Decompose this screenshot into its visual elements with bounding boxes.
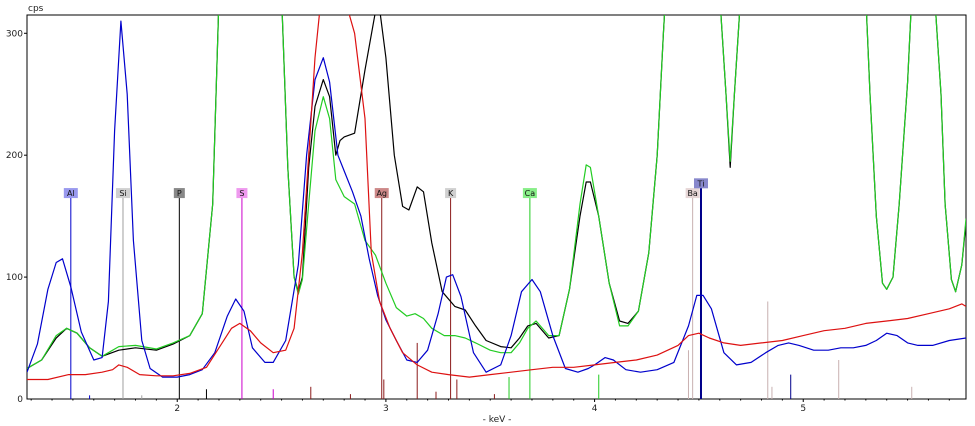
element-label-p: P: [173, 188, 185, 199]
y-axis: 100 200 300 0: [6, 29, 27, 405]
element-label-text: P: [177, 189, 182, 198]
element-label-bg: [173, 188, 185, 199]
series-line-3: [27, 15, 966, 381]
x-tick-label: 2: [174, 404, 180, 414]
element-label-bg: [685, 188, 700, 199]
x-tick-label: 4: [592, 404, 598, 414]
element-label-text: S: [239, 189, 244, 198]
y-tick-label: 300: [6, 29, 23, 39]
element-label-text: Si: [119, 189, 126, 198]
element-label-ag: Ag: [374, 188, 389, 199]
element-label-k: K: [445, 188, 457, 199]
y-tick-label: 100: [6, 273, 23, 283]
y-tick-label: 0: [17, 395, 23, 405]
element-label-bg: [374, 188, 389, 199]
series-line-2: [27, 20, 966, 378]
x-tick-label: 3: [383, 404, 389, 414]
element-label-ti: Ti: [693, 178, 708, 189]
element-label-al: Al: [63, 188, 78, 199]
element-label-bg: [693, 178, 708, 189]
x-axis: 2 3 4 5: [30, 399, 950, 414]
element-label-text: Ag: [376, 189, 387, 198]
element-label-text: Ti: [697, 179, 705, 188]
element-label-ba: Ba: [685, 188, 700, 199]
element-label-bg: [115, 188, 130, 199]
element-label-bg: [445, 188, 457, 199]
minor-markers: [89, 301, 913, 399]
element-label-text: K: [448, 189, 454, 198]
element-label-si: Si: [115, 188, 130, 199]
element-label-ca: Ca: [522, 188, 537, 199]
plot-area: [26, 14, 967, 400]
element-label-text: Ca: [525, 189, 536, 198]
element-label-bg: [522, 188, 537, 199]
element-label-bg: [236, 188, 248, 199]
y-tick-label: 200: [6, 151, 23, 161]
element-label-bg: [63, 188, 78, 199]
x-axis-label: - keV -: [483, 415, 512, 425]
x-tick-label: 5: [800, 404, 806, 414]
y-axis-label: cps: [28, 4, 44, 14]
series-line-1: [27, 15, 966, 370]
element-label-s: S: [236, 188, 248, 199]
series-group: [27, 15, 966, 381]
element-label-text: Ba: [687, 189, 697, 198]
element-label-text: Al: [67, 189, 75, 198]
element-lines: [70, 184, 702, 399]
